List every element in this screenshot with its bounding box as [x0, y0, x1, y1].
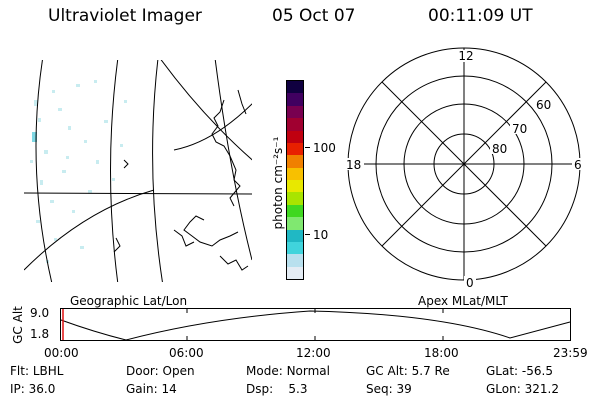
seq-value: 39: [396, 382, 412, 396]
colorbar-band-1: [287, 254, 303, 267]
gc-alt-info: GC Alt: 5.7 Re: [366, 364, 450, 378]
colorbar-band-9: [287, 155, 303, 168]
ip-value: 36.0: [28, 382, 56, 396]
ip-info: IP: 36.0: [10, 382, 56, 396]
filter-value: LBHL: [32, 364, 64, 378]
polar-diagonal-2: [381, 81, 547, 247]
mode-info: Mode: Normal: [246, 364, 330, 378]
instrument-title: Ultraviolet Imager: [48, 6, 202, 26]
colorbar-band-7: [287, 180, 303, 193]
colorbar-band-3: [287, 229, 303, 242]
dsp-value: 5.3: [288, 382, 308, 396]
colorbar-band-10: [287, 142, 303, 156]
altitude-xtick-3: 18:00: [424, 346, 459, 360]
colorbar-band-12: [287, 118, 303, 131]
filter-info: Flt: LBHL: [10, 364, 64, 378]
altitude-xtick-2: 12:00: [296, 346, 331, 360]
glat-value: -56.5: [521, 364, 553, 378]
colorbar-band-6: [287, 192, 303, 205]
altitude-ytick-max: 9.0: [30, 306, 50, 320]
colorbar-unit-label: photon cm⁻²s⁻¹: [271, 136, 285, 230]
polar-panel-label: Apex MLat/MLT: [418, 294, 508, 308]
colorbar-band-15: [287, 81, 303, 94]
mlt-label-0: 0: [466, 276, 474, 290]
mlat-label-70: 70: [512, 122, 527, 136]
door-value: Open: [162, 364, 195, 378]
colorbar-tick-mark-100: [305, 147, 310, 148]
mlt-label-12: 12: [458, 49, 473, 63]
altitude-ylabel: GC Alt: [11, 306, 25, 344]
colorbar-band-4: [287, 217, 303, 230]
glon-info: GLon: 321.2: [486, 382, 559, 396]
mlt-label-6: 6: [574, 158, 582, 172]
dsp-info: Dsp: 5.3: [246, 382, 308, 396]
colorbar-band-2: [287, 241, 303, 255]
colorbar: [286, 80, 304, 280]
altitude-xtick-4: 23:59: [553, 346, 588, 360]
gain-info: Gain: 14: [126, 382, 177, 396]
colorbar-band-14: [287, 93, 303, 106]
colorbar-band-5: [287, 204, 303, 218]
colorbar-band-0: [287, 266, 303, 279]
geographic-map: [24, 60, 252, 282]
altitude-curve: [60, 310, 571, 341]
altitude-xtick-1: 06:00: [169, 346, 204, 360]
mlat-label-60: 60: [536, 98, 551, 112]
mlat-label-80: 80: [492, 142, 507, 156]
colorbar-band-11: [287, 130, 303, 143]
gc-alt-value: 5.7 Re: [411, 364, 450, 378]
colorbar-band-13: [287, 105, 303, 119]
mode-value: Normal: [286, 364, 330, 378]
polar-plot: 12 18 6 0 60 70 80: [342, 47, 586, 290]
glat-info: GLat: -56.5: [486, 364, 553, 378]
mlt-label-18: 18: [346, 158, 361, 172]
altitude-plot-frame: [60, 308, 571, 341]
altitude-plot: [60, 308, 571, 341]
seq-info: Seq: 39: [366, 382, 412, 396]
door-info: Door: Open: [126, 364, 195, 378]
colorbar-band-8: [287, 167, 303, 180]
colorbar-tick-100: 100: [313, 141, 336, 155]
date-label: 05 Oct 07: [272, 6, 356, 26]
colorbar-tick-10: 10: [313, 228, 329, 242]
gain-value: 14: [161, 382, 177, 396]
glon-value: 321.2: [524, 382, 559, 396]
altitude-ytick-min: 1.8: [30, 327, 50, 341]
geographic-panel-label: Geographic Lat/Lon: [70, 294, 188, 308]
time-label: 00:11:09 UT: [428, 6, 533, 26]
colorbar-tick-mark-10: [305, 234, 310, 235]
altitude-xtick-0: 00:00: [44, 346, 79, 360]
